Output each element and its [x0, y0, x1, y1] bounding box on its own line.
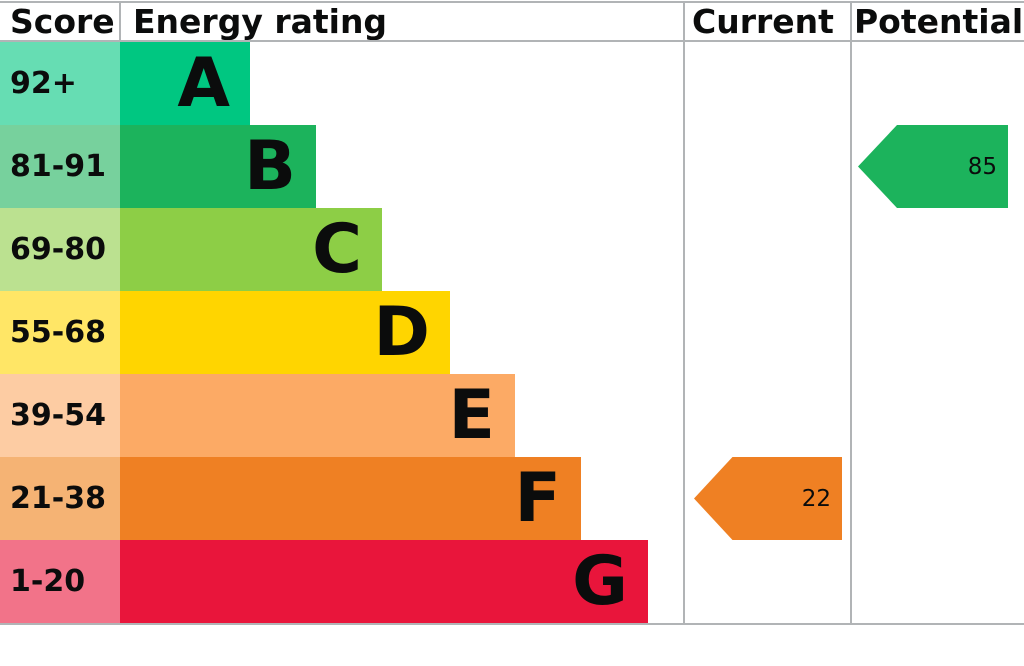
- score-range-f: 21-38: [0, 457, 120, 540]
- band-row-f: 21-38 F: [0, 457, 1024, 540]
- band-row-c: 69-80 C: [0, 208, 1024, 291]
- column-header-potential: Potential: [854, 2, 1024, 41]
- band-bar-f: F: [120, 457, 581, 540]
- band-row-e: 39-54 E: [0, 374, 1024, 457]
- band-row-a: 92+ A: [0, 42, 1024, 125]
- divider-energy-current: [683, 1, 685, 625]
- score-range-b: 81-91: [0, 125, 120, 208]
- band-bar-d: D: [120, 291, 450, 374]
- band-bar-b: B: [120, 125, 316, 208]
- column-header-score: Score: [10, 2, 115, 41]
- score-range-a: 92+: [0, 42, 120, 125]
- rating-band-rows: 92+ A 81-91 B 69-80 C 55-68 D 39-54 E 21-38 F 1-20 G: [0, 42, 1024, 623]
- band-row-g: 1-20 G: [0, 540, 1024, 623]
- band-letter-d: D: [373, 292, 430, 372]
- score-range-c: 69-80: [0, 208, 120, 291]
- divider-header-bottom: [0, 40, 1024, 42]
- band-bar-e: E: [120, 374, 515, 457]
- column-header-energy-rating: Energy rating: [133, 2, 388, 41]
- band-letter-b: B: [244, 126, 296, 206]
- band-bar-g: G: [120, 540, 648, 623]
- divider-chart-bottom: [0, 623, 1024, 625]
- score-range-d: 55-68: [0, 291, 120, 374]
- band-bar-a: A: [120, 42, 250, 125]
- current-rating-value: 22: [801, 485, 831, 512]
- band-letter-a: A: [177, 43, 230, 123]
- band-letter-g: G: [572, 541, 628, 621]
- column-header-current: Current: [692, 2, 834, 41]
- band-letter-f: F: [514, 458, 561, 538]
- divider-top: [0, 1, 1024, 3]
- score-range-e: 39-54: [0, 374, 120, 457]
- band-row-d: 55-68 D: [0, 291, 1024, 374]
- band-bar-c: C: [120, 208, 382, 291]
- score-range-g: 1-20: [0, 540, 120, 623]
- band-letter-c: C: [312, 209, 362, 289]
- band-row-b: 81-91 B: [0, 125, 1024, 208]
- divider-score-energy: [119, 1, 121, 41]
- potential-rating-value: 85: [967, 153, 997, 180]
- band-letter-e: E: [448, 375, 495, 455]
- divider-current-potential: [850, 1, 852, 625]
